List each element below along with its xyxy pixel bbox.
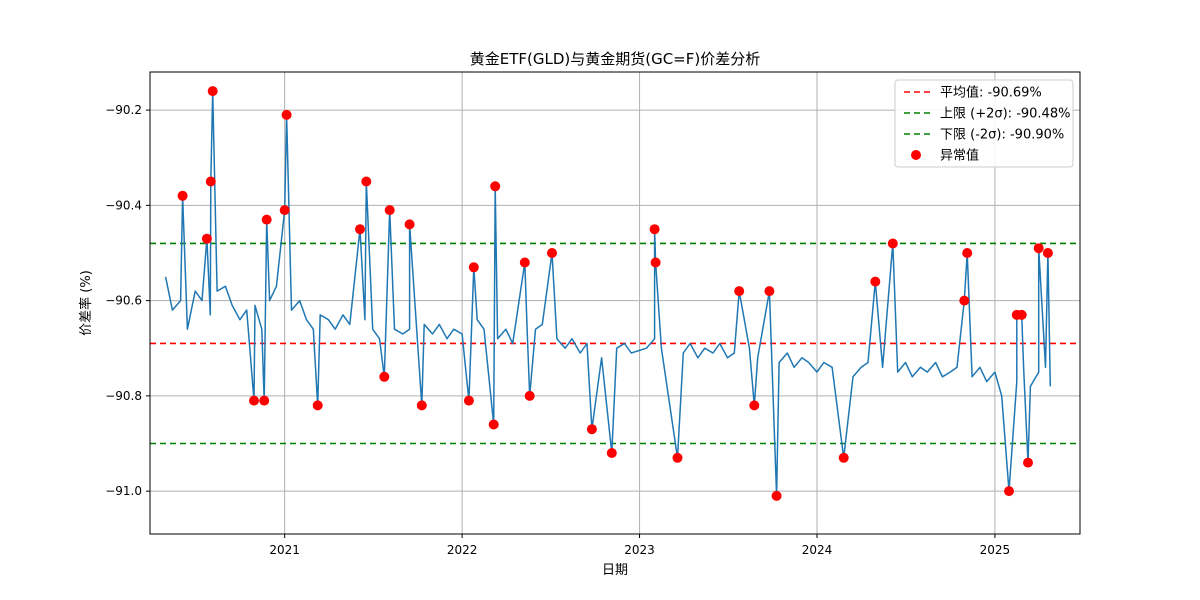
- outlier-point: [1004, 486, 1014, 497]
- outlier-point: [887, 238, 898, 249]
- x-axis-ticks: 2021 2022 2023 2024 2025: [269, 534, 1010, 557]
- legend-swatch: [911, 150, 921, 160]
- legend-box: [894, 79, 1074, 168]
- x-tick-label: 2024: [802, 543, 833, 557]
- outlier-point: [463, 395, 474, 406]
- chart-title: 黄金ETF(GLD)与黄金期货(GC=F)价差分析: [470, 50, 761, 68]
- outlier-point: [649, 224, 660, 235]
- y-tick-label: −90.6: [105, 294, 142, 308]
- outlier-point: [606, 448, 617, 458]
- outlier-point: [838, 452, 849, 463]
- y-tick-label: −90.8: [105, 389, 142, 403]
- spread-series: [164, 90, 1052, 497]
- outlier-point: [468, 262, 479, 273]
- legend-label: 上限 (+2σ): -90.48%: [940, 107, 1070, 122]
- outlier-point: [259, 395, 270, 406]
- outlier-point: [586, 424, 597, 435]
- outlier-point: [312, 400, 323, 411]
- outlier-point: [519, 257, 530, 268]
- outlier-point: [962, 248, 973, 258]
- x-tick-label: 2023: [624, 543, 655, 557]
- outlier-point: [205, 176, 216, 187]
- legend-label: 平均值: -90.69%: [940, 85, 1042, 101]
- legend-label: 下限 (-2σ): -90.90%: [940, 128, 1064, 143]
- outlier-point: [734, 286, 745, 297]
- x-tick-label: 2021: [269, 543, 300, 557]
- legend-label: 异常值: [940, 148, 979, 164]
- outlier-point: [207, 86, 218, 97]
- outlier-point: [201, 233, 212, 244]
- outlier-point: [1042, 248, 1053, 258]
- plot-frame: [149, 71, 1081, 535]
- grid: [150, 72, 1080, 534]
- x-tick-label: 2022: [447, 543, 478, 557]
- outlier-point: [384, 205, 395, 216]
- outlier-point: [355, 224, 365, 235]
- x-tick-label: 2025: [980, 543, 1011, 557]
- outlier-point: [416, 400, 427, 411]
- reference-lines: [150, 242, 1080, 445]
- outlier-point: [672, 452, 683, 463]
- outlier-point: [1033, 243, 1044, 254]
- outlier-point: [1016, 309, 1027, 320]
- outlier-point: [547, 248, 557, 258]
- y-tick-label: −91.0: [105, 484, 142, 498]
- y-axis-label: 价差率 (%): [78, 270, 94, 336]
- y-axis-ticks: −90.2 −90.4 −90.6 −90.8 −91.0: [105, 103, 150, 498]
- outlier-point: [771, 490, 782, 501]
- outlier-point: [404, 219, 415, 230]
- outlier-point: [249, 395, 259, 406]
- x-axis-label: 日期: [602, 563, 628, 578]
- outlier-point: [1023, 457, 1033, 468]
- legend: 平均值: -90.69% 上限 (+2σ): -90.48% 下限 (-2σ): -…: [894, 79, 1074, 168]
- outlier-point: [524, 390, 535, 401]
- outlier-point: [650, 257, 661, 268]
- spread-line: [164, 90, 1052, 497]
- y-tick-label: −90.4: [105, 198, 142, 212]
- outlier-point: [177, 190, 188, 201]
- outlier-point: [764, 286, 775, 297]
- outlier-point: [959, 295, 970, 306]
- outlier-point: [261, 214, 272, 225]
- outlier-point: [488, 419, 499, 430]
- outlier-point: [870, 276, 881, 287]
- outlier-point: [490, 181, 501, 192]
- outlier-point: [279, 205, 290, 216]
- outlier-point: [361, 176, 372, 187]
- outlier-series: [177, 86, 1053, 501]
- outlier-point: [379, 371, 390, 382]
- outlier-point: [749, 400, 760, 411]
- y-tick-label: −90.2: [105, 103, 142, 117]
- outlier-point: [281, 109, 292, 120]
